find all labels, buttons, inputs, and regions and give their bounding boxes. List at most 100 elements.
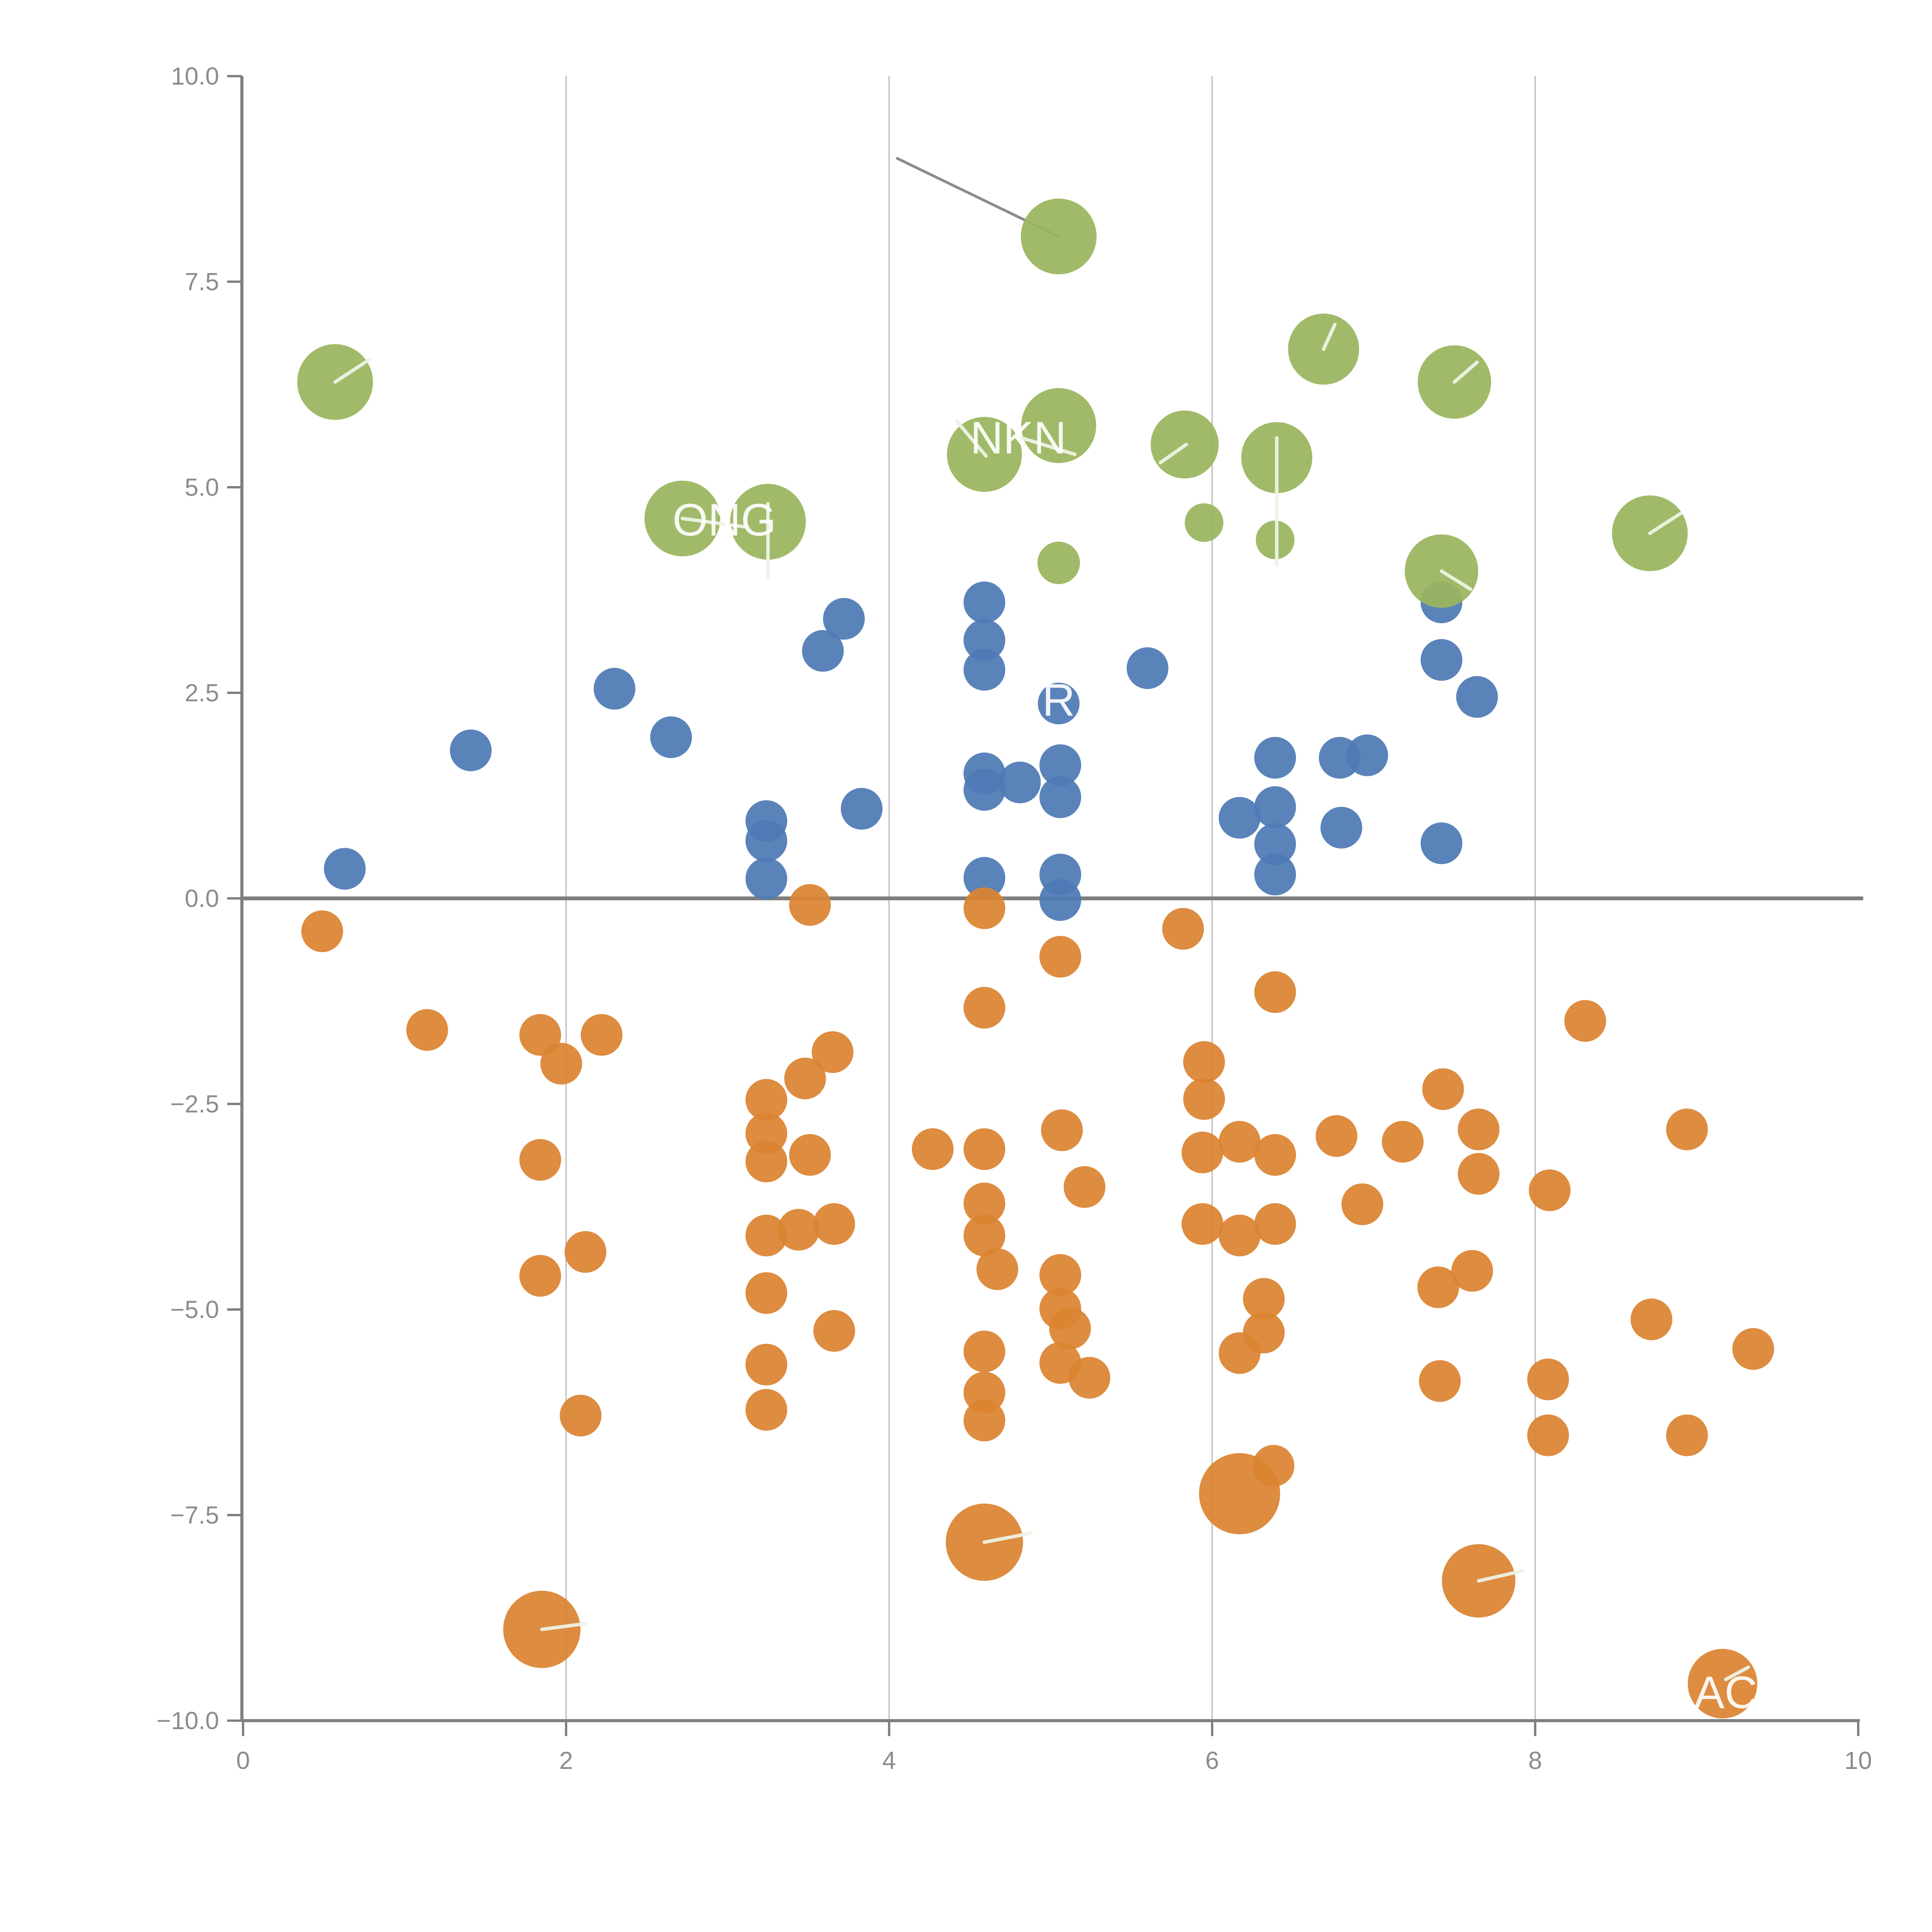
- data-point-orange[interactable]: [1417, 1266, 1459, 1308]
- data-point-orange[interactable]: [540, 1043, 582, 1085]
- data-point-orange[interactable]: [1422, 1068, 1464, 1110]
- data-point-orange[interactable]: [1183, 1041, 1225, 1083]
- data-point-blue[interactable]: [802, 630, 844, 672]
- data-point-orange[interactable]: [1039, 936, 1082, 978]
- data-point-blue[interactable]: [1039, 776, 1082, 818]
- data-point-blue[interactable]: [963, 769, 1005, 811]
- data-point-blue[interactable]: [1219, 797, 1261, 839]
- data-point-orange[interactable]: [1063, 1166, 1105, 1208]
- data-point-orange[interactable]: [976, 1248, 1019, 1290]
- data-point-orange[interactable]: [813, 1203, 855, 1245]
- data-point-orange[interactable]: [789, 1134, 831, 1176]
- data-point-blue[interactable]: [650, 716, 692, 758]
- data-point-orange[interactable]: [1666, 1414, 1708, 1456]
- data-point-blue[interactable]: [594, 668, 636, 710]
- data-point-orange[interactable]: [406, 1009, 448, 1051]
- data-point-orange[interactable]: [580, 1014, 622, 1056]
- data-point-blue[interactable]: [1420, 822, 1463, 864]
- data-point-orange[interactable]: [1039, 1254, 1082, 1296]
- data-point-green[interactable]: [1020, 198, 1097, 274]
- data-point-orange[interactable]: [1219, 1214, 1261, 1257]
- data-point-orange[interactable]: [1219, 1121, 1261, 1163]
- data-point-orange[interactable]: [1687, 1649, 1757, 1719]
- data-point-orange[interactable]: [963, 1128, 1005, 1170]
- data-point-orange[interactable]: [912, 1128, 954, 1170]
- data-point-orange[interactable]: [1732, 1328, 1774, 1370]
- data-point-blue[interactable]: [1037, 682, 1080, 724]
- data-point-orange[interactable]: [811, 1031, 854, 1073]
- data-point-blue[interactable]: [1126, 647, 1168, 689]
- data-point-orange[interactable]: [1666, 1108, 1708, 1150]
- data-point-orange[interactable]: [1529, 1169, 1571, 1211]
- data-point-orange[interactable]: [1183, 1078, 1225, 1120]
- data-point-orange[interactable]: [963, 1182, 1005, 1225]
- data-point-orange[interactable]: [1254, 1134, 1296, 1176]
- data-point-blue[interactable]: [999, 761, 1041, 803]
- data-point-blue[interactable]: [1346, 734, 1388, 776]
- data-point-blue[interactable]: [1254, 786, 1296, 828]
- data-point-orange[interactable]: [1458, 1108, 1500, 1150]
- data-point-orange[interactable]: [1199, 1453, 1281, 1534]
- data-point-blue[interactable]: [963, 857, 1005, 899]
- data-point-orange[interactable]: [1527, 1358, 1569, 1400]
- data-point-blue[interactable]: [823, 598, 865, 640]
- data-point-blue[interactable]: [1039, 744, 1082, 786]
- data-point-orange[interactable]: [1162, 908, 1204, 950]
- data-point-orange[interactable]: [560, 1395, 602, 1437]
- data-point-orange[interactable]: [1049, 1307, 1091, 1349]
- data-point-orange[interactable]: [1068, 1357, 1111, 1399]
- data-point-orange[interactable]: [963, 1214, 1005, 1257]
- data-point-orange[interactable]: [1451, 1250, 1493, 1292]
- data-point-blue[interactable]: [1456, 676, 1498, 718]
- data-point-green[interactable]: [1185, 503, 1224, 542]
- data-point-blue[interactable]: [1320, 806, 1362, 849]
- data-point-orange[interactable]: [565, 1231, 607, 1273]
- data-point-orange[interactable]: [777, 1209, 820, 1251]
- data-point-orange[interactable]: [1254, 971, 1296, 1013]
- data-point-blue[interactable]: [1039, 879, 1082, 921]
- data-point-orange[interactable]: [745, 1079, 787, 1121]
- data-point-orange[interactable]: [813, 1310, 855, 1352]
- data-point-orange[interactable]: [1564, 1000, 1606, 1042]
- data-point-orange[interactable]: [1181, 1131, 1223, 1173]
- data-point-orange[interactable]: [745, 1344, 787, 1386]
- data-point-blue[interactable]: [963, 619, 1005, 661]
- data-point-orange[interactable]: [1382, 1121, 1424, 1163]
- data-point-orange[interactable]: [1458, 1153, 1500, 1195]
- data-point-blue[interactable]: [745, 820, 787, 862]
- data-point-orange[interactable]: [519, 1255, 561, 1297]
- data-point-orange[interactable]: [963, 987, 1005, 1029]
- data-point-orange[interactable]: [963, 887, 1005, 929]
- data-point-orange[interactable]: [1341, 1183, 1383, 1225]
- data-point-blue[interactable]: [1254, 854, 1296, 896]
- data-point-blue[interactable]: [324, 848, 366, 890]
- data-point-blue[interactable]: [450, 729, 492, 771]
- data-point-orange[interactable]: [1419, 1360, 1461, 1402]
- data-point-blue[interactable]: [1254, 823, 1296, 865]
- data-point-blue[interactable]: [963, 649, 1005, 691]
- data-point-orange[interactable]: [963, 1400, 1005, 1442]
- data-point-orange[interactable]: [1630, 1298, 1672, 1340]
- data-point-blue[interactable]: [1254, 737, 1296, 779]
- data-point-orange[interactable]: [1254, 1203, 1296, 1245]
- data-point-orange[interactable]: [1219, 1332, 1261, 1374]
- data-point-blue[interactable]: [1420, 639, 1463, 681]
- data-point-blue[interactable]: [745, 857, 787, 900]
- data-point-orange[interactable]: [745, 1272, 787, 1314]
- data-point-orange[interactable]: [519, 1139, 561, 1181]
- data-point-orange[interactable]: [1181, 1203, 1223, 1245]
- data-point-blue[interactable]: [840, 788, 883, 830]
- data-point-blue[interactable]: [963, 581, 1005, 623]
- data-point-orange[interactable]: [963, 1330, 1005, 1372]
- data-point-orange[interactable]: [301, 910, 343, 952]
- data-point-orange[interactable]: [745, 1389, 787, 1431]
- data-point-orange[interactable]: [1243, 1278, 1285, 1320]
- data-point-orange[interactable]: [745, 1140, 787, 1182]
- data-point-orange[interactable]: [1041, 1109, 1083, 1151]
- data-point-orange[interactable]: [1527, 1414, 1569, 1456]
- data-point-orange[interactable]: [789, 884, 831, 926]
- data-point-orange[interactable]: [519, 1014, 561, 1056]
- data-point-orange[interactable]: [1315, 1115, 1357, 1157]
- data-point-orange[interactable]: [784, 1058, 826, 1100]
- data-point-orange[interactable]: [745, 1214, 787, 1257]
